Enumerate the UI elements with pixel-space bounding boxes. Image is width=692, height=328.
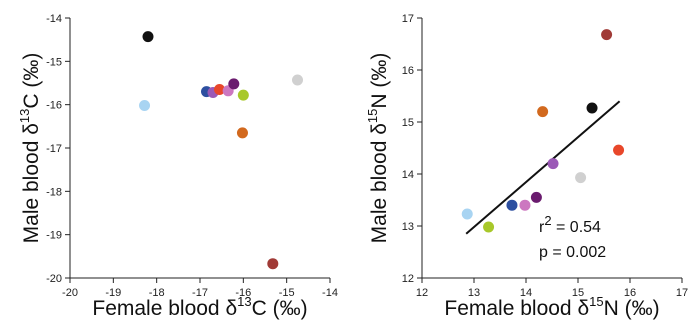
c-data-point — [142, 31, 154, 43]
n-x-tick-label: 16 — [624, 287, 636, 299]
c-y-label-post: C (‰) — [20, 53, 43, 109]
c-x-label-post: C (‰) — [252, 297, 308, 320]
c-data-point — [237, 89, 249, 101]
n-data-point — [537, 106, 549, 118]
c-y-tick-label: -19 — [46, 230, 62, 242]
n-r2-sup: 2 — [544, 213, 551, 228]
c-y-tick-label: -17 — [46, 143, 62, 155]
n-data-point — [575, 172, 587, 184]
n-y-label-pre: Male blood δ — [368, 123, 391, 243]
n-x-tick-label: 12 — [416, 287, 428, 299]
c-data-point — [236, 127, 248, 139]
n-points — [461, 29, 625, 233]
n-y-tick-label: 13 — [402, 221, 414, 233]
n-x-axis-label: Female blood δ15N (‰) — [444, 294, 659, 320]
c-y-tick-label: -18 — [46, 186, 62, 198]
n-x-label-sup: 15 — [589, 294, 603, 309]
n-y-ticks: 12 13 14 15 16 17 — [402, 13, 422, 285]
c-x-tick-label: -16 — [235, 287, 251, 299]
n-x-label-pre: Female blood δ — [444, 297, 589, 320]
c-y-tick-label: -20 — [46, 273, 62, 285]
n-data-point — [519, 199, 531, 211]
c-x-ticks: -20 -19 -18 -17 -16 -15 -14 — [62, 278, 338, 299]
c-data-point — [292, 74, 303, 86]
n-x-label-post: N (‰) — [604, 297, 660, 320]
n-data-point — [547, 158, 559, 170]
n-regression-line — [465, 100, 621, 235]
n-y-tick-label: 15 — [402, 117, 414, 129]
c-data-point — [214, 84, 225, 95]
c-x-axis-label: Female blood δ13C (‰) — [92, 294, 307, 320]
n-data-point — [601, 29, 613, 41]
c-y-ticks: -20 -19 -18 -17 -16 -15 -14 — [46, 13, 70, 285]
n-y-label-post: N (‰) — [368, 53, 391, 109]
n-r2-value: = 0.54 — [552, 219, 601, 236]
c-x-tick-label: -20 — [62, 287, 78, 299]
c-y-label-sup: 13 — [17, 109, 32, 123]
n-y-tick-label: 12 — [402, 273, 414, 285]
c-y-tick-label: -15 — [46, 56, 62, 68]
n-data-point — [586, 102, 598, 114]
c-x-label-sup: 13 — [237, 294, 251, 309]
c-y-label-pre: Male blood δ — [20, 123, 43, 243]
n-data-point — [613, 144, 625, 156]
n-x-ticks: 12 13 14 15 16 17 — [416, 278, 688, 299]
c-y-tick-label: -14 — [46, 13, 62, 25]
n-y-label-sup: 15 — [365, 109, 380, 123]
n-y-tick-label: 16 — [402, 65, 414, 77]
c-data-point — [267, 258, 279, 270]
n-r2-label: r — [539, 219, 545, 236]
n-data-point — [461, 208, 473, 220]
n-y-tick-label: 17 — [402, 13, 414, 25]
carbon-scatter-panel: -20 -19 -18 -17 -16 -15 -14 -20 -19 -18 -17 -16 -15… — [17, 13, 338, 320]
c-x-label-pre: Female blood δ — [92, 297, 237, 320]
c-y-axis-label: Male blood δ13C (‰) — [17, 53, 43, 244]
n-x-tick-label: 17 — [676, 287, 688, 299]
nitrogen-scatter-panel: 12 13 14 15 16 17 12 13 14 15 16 17 r2 = 0.54 p = … — [365, 13, 688, 320]
c-x-tick-label: -14 — [322, 287, 338, 299]
n-data-point — [483, 221, 495, 233]
c-x-tick-label: -15 — [279, 287, 295, 299]
n-y-axis-label: Male blood δ15N (‰) — [365, 53, 391, 244]
n-data-point — [506, 199, 518, 211]
n-y-tick-label: 14 — [402, 169, 414, 181]
c-x-tick-label: -17 — [192, 287, 208, 299]
n-x-tick-label: 14 — [520, 287, 532, 299]
c-points — [139, 31, 303, 270]
c-x-tick-label: -19 — [105, 287, 121, 299]
c-data-point — [228, 78, 240, 90]
c-y-tick-label: -16 — [46, 100, 62, 112]
n-data-point — [530, 191, 542, 203]
n-r2-annotation: r2 = 0.54 — [539, 213, 601, 236]
n-x-tick-label: 15 — [572, 287, 584, 299]
n-x-tick-label: 13 — [468, 287, 480, 299]
c-x-tick-label: -18 — [149, 287, 165, 299]
c-data-point — [139, 100, 151, 112]
n-p-annotation: p = 0.002 — [539, 244, 606, 261]
